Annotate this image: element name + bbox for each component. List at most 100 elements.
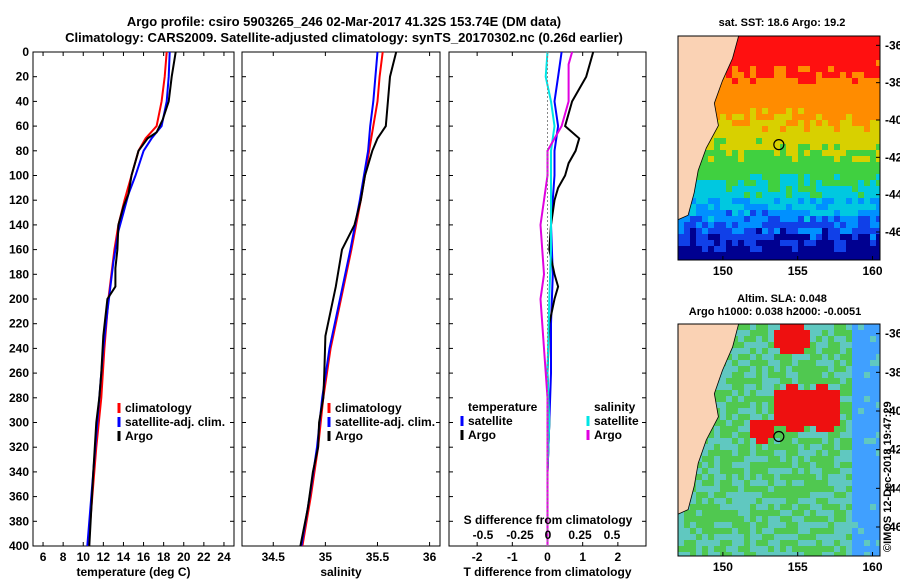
map-cell — [756, 522, 763, 529]
map-cell — [846, 84, 853, 91]
map-cell — [816, 240, 823, 247]
map-cell — [864, 186, 871, 193]
map-cell — [792, 396, 799, 403]
map-cell — [840, 126, 847, 133]
map-cell — [816, 78, 823, 85]
map-cell — [858, 468, 865, 475]
map-cell — [834, 162, 841, 169]
map-cell — [840, 498, 847, 505]
map-cell — [798, 396, 805, 403]
map-cell — [738, 498, 745, 505]
map-cell — [756, 72, 763, 79]
map-cell — [834, 192, 841, 199]
map-cell — [792, 438, 799, 445]
map-cell — [870, 552, 877, 556]
map-cell — [732, 426, 739, 433]
map-cell — [804, 408, 811, 415]
map-cell — [726, 426, 733, 433]
map-cell — [822, 372, 829, 379]
map-cell — [858, 72, 865, 79]
map-cell — [858, 498, 865, 505]
map-cell — [876, 180, 880, 187]
map-cell — [846, 528, 853, 535]
map-cell — [798, 420, 805, 427]
map-cell — [846, 402, 853, 409]
map-cell — [726, 168, 733, 175]
map-cell — [828, 504, 835, 511]
map-cell — [750, 102, 757, 109]
map-cell — [750, 240, 757, 247]
map-cell — [810, 504, 817, 511]
map-cell — [738, 450, 745, 457]
map-cell — [738, 360, 745, 367]
map-cell — [858, 48, 865, 55]
map-cell — [768, 372, 775, 379]
map-cell — [822, 150, 829, 157]
map-cell — [828, 144, 835, 151]
map-cell — [852, 480, 859, 487]
map-cell — [750, 150, 757, 157]
map-cell — [864, 432, 871, 439]
map-cell — [774, 480, 781, 487]
x-tick-label: -2 — [472, 550, 483, 564]
series-line-salinity-satellite — [544, 51, 556, 546]
map-cell — [864, 372, 871, 379]
map-cell — [786, 228, 793, 235]
map-cell — [762, 36, 769, 43]
map-cell — [762, 336, 769, 343]
map-cell — [768, 210, 775, 217]
map-cell — [834, 210, 841, 217]
map-cell — [846, 498, 853, 505]
map-cell — [834, 546, 841, 553]
map-cell — [858, 432, 865, 439]
map-cell — [798, 90, 805, 97]
map-cell — [870, 528, 877, 535]
map-cell — [834, 360, 841, 367]
map-cell — [846, 66, 853, 73]
map-cell — [786, 474, 793, 481]
map-cell — [726, 366, 733, 373]
map-cell — [732, 150, 739, 157]
map-cell — [744, 546, 751, 553]
map-cell — [816, 486, 823, 493]
map-cell — [798, 102, 805, 109]
map-cell — [690, 222, 697, 229]
map-cell — [804, 90, 811, 97]
map-cell — [768, 336, 775, 343]
map-cell — [684, 216, 691, 223]
map-cell — [810, 90, 817, 97]
map-cell — [792, 180, 799, 187]
map-cell — [876, 540, 880, 547]
map-cell — [804, 138, 811, 145]
map-cell — [708, 510, 715, 517]
map-cell — [876, 216, 880, 223]
map-cell — [786, 528, 793, 535]
map-cell — [750, 210, 757, 217]
map-cell — [702, 480, 709, 487]
map-cell — [792, 510, 799, 517]
map-cell — [786, 522, 793, 529]
map-cell — [726, 474, 733, 481]
map-cell — [762, 528, 769, 535]
map-cell — [756, 390, 763, 397]
map-cell — [756, 408, 763, 415]
map-cell — [798, 486, 805, 493]
map-cell — [726, 246, 733, 253]
map-cell — [834, 462, 841, 469]
map-cell — [762, 354, 769, 361]
map-cell — [786, 426, 793, 433]
map-cell — [828, 66, 835, 73]
map-cell — [732, 72, 739, 79]
map-cell — [804, 498, 811, 505]
map-cell — [714, 504, 721, 511]
map-cell — [822, 216, 829, 223]
map-cell — [864, 528, 871, 535]
map-cell — [738, 54, 745, 61]
map-cell — [744, 342, 751, 349]
map-cell — [870, 168, 877, 175]
map-cell — [708, 498, 715, 505]
map-cell — [780, 228, 787, 235]
map-cell — [720, 528, 727, 535]
map-cell — [756, 552, 763, 556]
map-cell — [690, 234, 697, 241]
